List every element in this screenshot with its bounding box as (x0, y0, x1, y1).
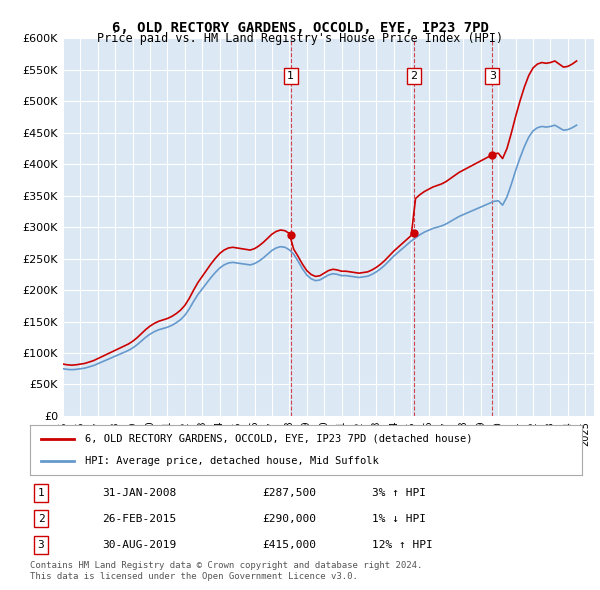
Text: 1: 1 (38, 489, 44, 498)
Text: 30-AUG-2019: 30-AUG-2019 (102, 540, 176, 550)
Text: 6, OLD RECTORY GARDENS, OCCOLD, EYE, IP23 7PD (detached house): 6, OLD RECTORY GARDENS, OCCOLD, EYE, IP2… (85, 434, 473, 444)
Text: £287,500: £287,500 (262, 489, 316, 498)
Text: £415,000: £415,000 (262, 540, 316, 550)
Text: 3: 3 (489, 71, 496, 81)
Text: 3% ↑ HPI: 3% ↑ HPI (372, 489, 426, 498)
Text: 26-FEB-2015: 26-FEB-2015 (102, 513, 176, 523)
Text: 3: 3 (38, 540, 44, 550)
Text: This data is licensed under the Open Government Licence v3.0.: This data is licensed under the Open Gov… (30, 572, 358, 581)
Text: 31-JAN-2008: 31-JAN-2008 (102, 489, 176, 498)
Text: Contains HM Land Registry data © Crown copyright and database right 2024.: Contains HM Land Registry data © Crown c… (30, 560, 422, 569)
Text: 2: 2 (38, 513, 44, 523)
Text: 2: 2 (410, 71, 418, 81)
Text: 6, OLD RECTORY GARDENS, OCCOLD, EYE, IP23 7PD: 6, OLD RECTORY GARDENS, OCCOLD, EYE, IP2… (112, 21, 488, 35)
Text: 12% ↑ HPI: 12% ↑ HPI (372, 540, 433, 550)
Text: £290,000: £290,000 (262, 513, 316, 523)
Text: 1: 1 (287, 71, 294, 81)
Text: HPI: Average price, detached house, Mid Suffolk: HPI: Average price, detached house, Mid … (85, 456, 379, 466)
Text: Price paid vs. HM Land Registry's House Price Index (HPI): Price paid vs. HM Land Registry's House … (97, 32, 503, 45)
Text: 1% ↓ HPI: 1% ↓ HPI (372, 513, 426, 523)
